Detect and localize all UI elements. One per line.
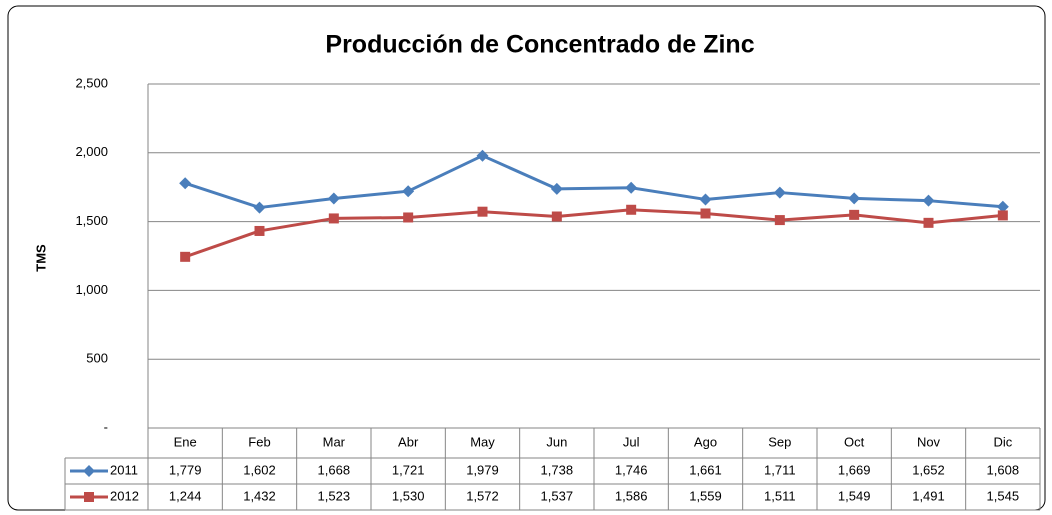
table-value: 1,572 [466, 488, 499, 503]
marker [997, 210, 1008, 221]
table-value: 1,711 [764, 462, 796, 477]
marker [922, 194, 935, 207]
y-tick-label: 2,500 [75, 75, 108, 90]
marker [328, 213, 339, 224]
marker [403, 212, 414, 223]
marker [402, 185, 415, 198]
legend-label: 2012 [110, 488, 139, 503]
x-tick-label: Jul [623, 434, 640, 449]
x-tick-label: May [470, 434, 495, 449]
y-tick-label: 2,000 [75, 144, 108, 159]
x-tick-label: Mar [323, 434, 346, 449]
marker [626, 204, 637, 215]
marker [550, 182, 563, 195]
table-value: 1,608 [987, 462, 1020, 477]
table-value: 1,432 [243, 488, 276, 503]
marker [253, 201, 266, 214]
y-tick-label: 500 [86, 351, 108, 366]
series-line [184, 208, 1003, 259]
y-axis-label: TMS [33, 244, 48, 272]
table-value: 1,779 [169, 462, 202, 477]
table-value: 1,746 [615, 462, 648, 477]
table-value: 1,511 [764, 488, 796, 503]
x-tick-label: Ago [694, 434, 717, 449]
legend-marker [84, 492, 94, 502]
table-value: 1,523 [318, 488, 351, 503]
marker [849, 209, 860, 220]
table-value: 1,669 [838, 462, 871, 477]
table-value: 1,721 [392, 462, 425, 477]
marker [700, 208, 711, 219]
marker [774, 215, 785, 226]
table-value: 1,602 [243, 462, 276, 477]
marker [773, 186, 786, 199]
table-value: 1,537 [541, 488, 574, 503]
marker [476, 149, 489, 162]
marker [179, 177, 192, 190]
table-value: 1,545 [987, 488, 1020, 503]
table-value: 1,559 [689, 488, 722, 503]
marker [848, 192, 861, 205]
table-value: 1,586 [615, 488, 648, 503]
marker [551, 211, 562, 222]
table-value: 1,979 [466, 462, 499, 477]
marker [327, 192, 340, 205]
x-tick-label: Dic [993, 434, 1012, 449]
y-tick-label: 1,000 [75, 282, 108, 297]
table-value: 1,244 [169, 488, 202, 503]
table-value: 1,549 [838, 488, 871, 503]
y-tick-label: - [104, 419, 108, 434]
marker [180, 251, 191, 262]
table-value: 1,652 [912, 462, 945, 477]
table-value: 1,530 [392, 488, 425, 503]
marker [699, 193, 712, 206]
legend-label: 2011 [110, 462, 138, 477]
table-value: 1,738 [541, 462, 574, 477]
x-tick-label: Abr [398, 434, 419, 449]
y-tick-label: 1,500 [75, 213, 108, 228]
chart-frame [7, 5, 1046, 511]
x-tick-label: Oct [844, 434, 865, 449]
marker [625, 181, 638, 194]
table-value: 1,661 [689, 462, 722, 477]
marker [477, 206, 488, 217]
table-value: 1,668 [318, 462, 351, 477]
x-tick-label: Jun [546, 434, 567, 449]
series-line [184, 154, 1003, 210]
x-tick-label: Feb [248, 434, 270, 449]
marker [923, 217, 934, 228]
x-tick-label: Sep [768, 434, 791, 449]
table-value: 1,491 [912, 488, 945, 503]
chart-title: Producción de Concentrado de Zinc [325, 31, 754, 59]
x-tick-label: Nov [917, 434, 941, 449]
x-tick-label: Ene [174, 434, 197, 449]
marker [996, 200, 1009, 213]
marker [254, 225, 265, 236]
legend-marker [83, 465, 95, 477]
